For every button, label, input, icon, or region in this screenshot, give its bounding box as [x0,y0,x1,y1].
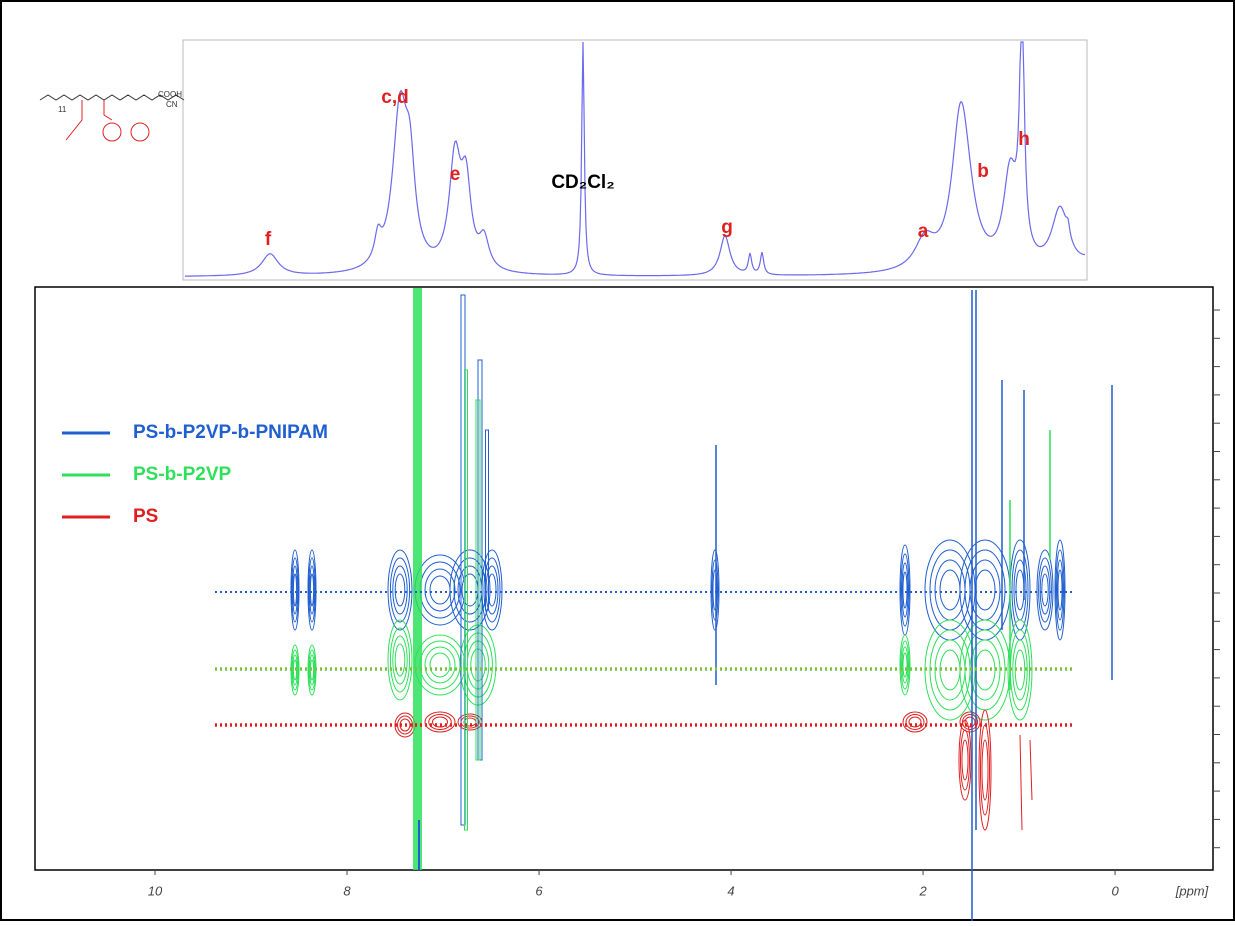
contour [290,549,300,631]
contour [1038,557,1052,623]
legend-label: PS [133,506,158,527]
contour [307,549,317,631]
structure-label: CN [166,100,178,109]
contour [961,739,969,781]
contour [962,714,978,730]
plot-frame [34,286,1214,871]
x-tick-label: 10 [148,883,163,898]
contour [291,557,299,623]
contour [1039,565,1051,615]
contour [900,640,910,690]
contour [309,565,315,615]
contour [901,562,909,618]
contour [1057,569,1063,611]
contour [392,635,408,685]
contour [981,739,989,801]
x-tick-label: 8 [343,883,351,898]
contour [974,569,996,611]
contour [1012,639,1028,701]
contour [394,643,406,677]
contour [899,634,911,696]
x-tick-label: 4 [727,883,734,898]
contour [464,369,468,831]
legend-label: PS-b-P2VP [133,464,232,485]
contour [1041,573,1049,607]
contour [424,646,456,684]
contour [901,646,909,684]
x-tick-label: 2 [918,883,927,898]
contour [424,711,456,733]
contour [429,652,451,678]
contour [485,429,489,611]
contour [964,716,976,728]
contour [1019,734,1033,831]
contour [958,719,972,801]
contour [905,714,925,730]
contour [483,557,501,623]
contour [1036,549,1054,631]
contour [908,716,922,728]
contour [902,711,928,733]
contour [710,549,720,631]
contour [413,288,422,870]
structure-label: 11 [58,105,67,114]
contour [292,565,298,615]
contour [902,652,908,678]
contour [389,557,411,623]
contour [711,559,719,621]
spectrum-frame [182,39,1088,281]
contour [389,627,411,693]
contour [309,573,315,607]
peak-label: a [918,221,929,242]
contour [394,573,406,607]
contour [475,399,481,761]
contour [292,573,298,607]
contour [292,654,298,686]
peak-label: b [977,161,989,182]
contour [392,565,408,615]
structure [39,94,185,142]
spectrum-trace [185,41,1085,277]
contour [432,716,448,728]
peak-label: h [1018,129,1030,150]
x-axis-label: [ppm] [1175,883,1209,898]
contour [959,711,981,733]
peak-label: f [265,229,272,250]
contour [902,571,908,609]
x-tick-label: 6 [535,883,543,898]
x-tick-label: 0 [1111,883,1119,898]
contour [387,549,413,631]
contour [397,715,413,735]
contour [978,709,992,831]
contour [1054,539,1066,641]
peak-label: e [450,164,461,185]
contour [428,714,452,730]
contour [308,557,316,623]
contour [1055,549,1065,631]
contour [309,654,315,686]
structure-label: COOH [158,90,182,99]
contour [424,568,456,612]
legend-label: PS-b-P2VP-b-PNIPAM [133,422,328,443]
contour [712,569,718,611]
contour [900,553,910,627]
contour [449,549,491,631]
contour [960,729,970,791]
contour [1056,559,1064,621]
peak-label: g [721,217,733,238]
peak-label: c,d [381,87,408,108]
peak-label: CD₂Cl₂ [551,172,614,193]
contour [387,619,413,701]
